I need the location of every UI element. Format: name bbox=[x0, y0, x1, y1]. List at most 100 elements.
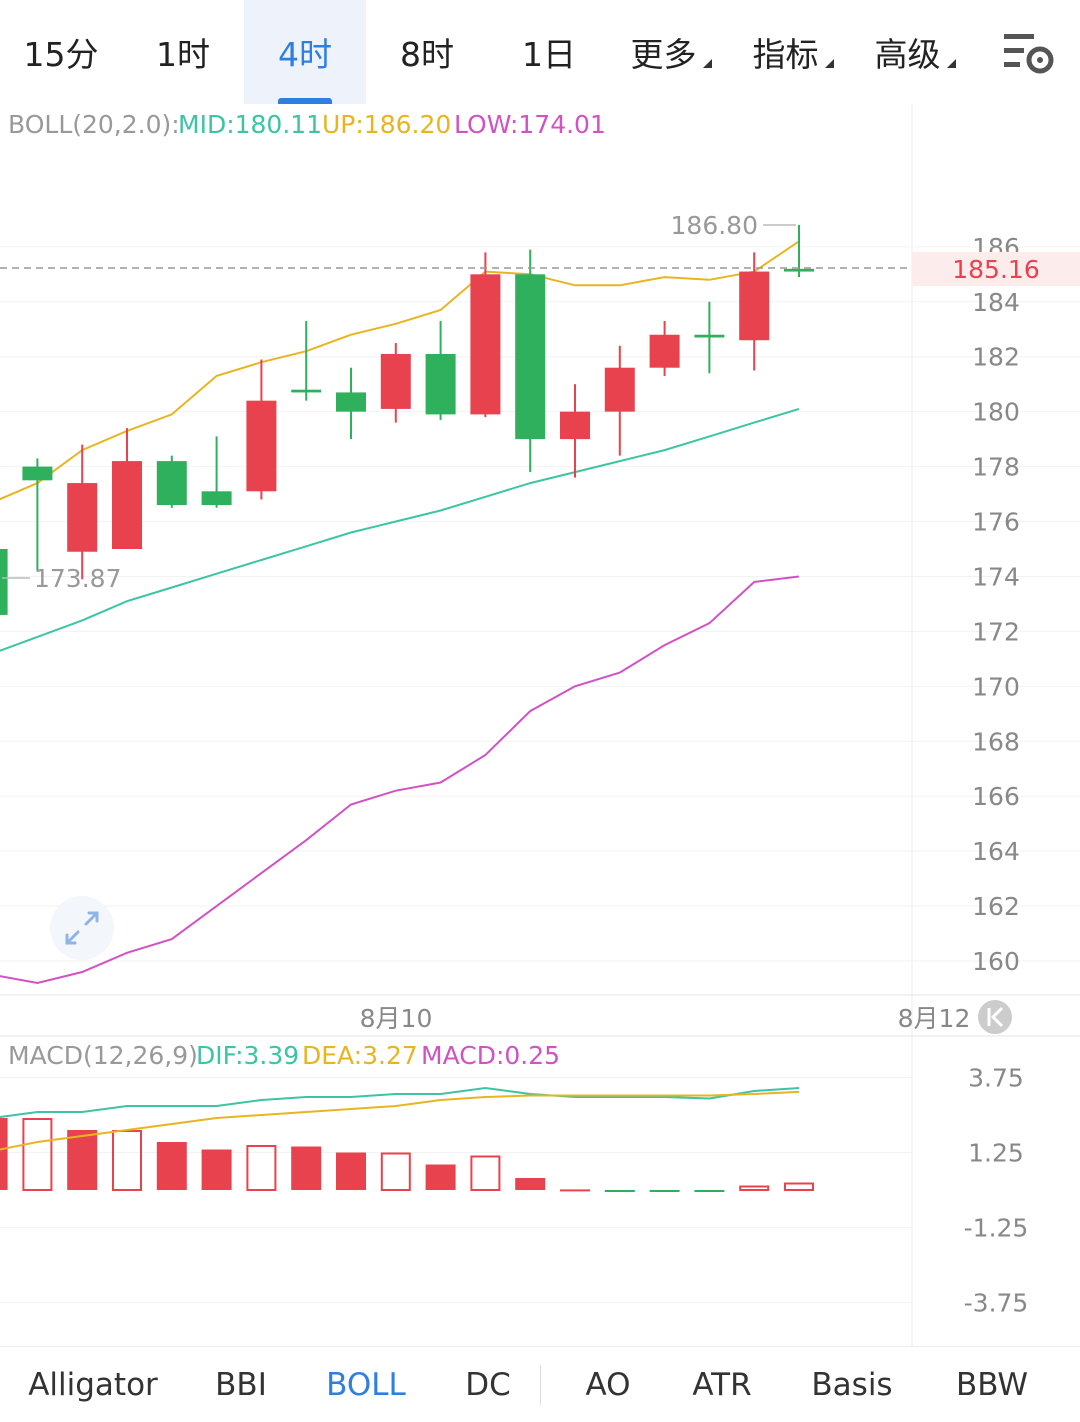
grid-lines bbox=[0, 104, 1080, 1346]
price-tick: 182 bbox=[972, 343, 1020, 372]
candle bbox=[246, 359, 277, 500]
indicator-tab-alligator[interactable]: Alligator bbox=[28, 1366, 158, 1403]
candle bbox=[0, 549, 8, 615]
candle-body bbox=[156, 461, 187, 506]
timeframe-tab-0[interactable]: 15分 bbox=[0, 0, 122, 104]
price-axis: 1601621641661681701721741761781801821841… bbox=[972, 233, 1020, 976]
macd-legend-name: MACD(12,26,9) bbox=[8, 1041, 198, 1070]
macd-bar bbox=[425, 1164, 456, 1190]
boll-legend-low: LOW:174.01 bbox=[454, 110, 606, 139]
macd-bar bbox=[784, 1182, 814, 1191]
timeframe-tab-label: 指标 bbox=[752, 35, 819, 74]
indicator-tab-ao[interactable]: AO bbox=[585, 1366, 631, 1403]
candle-body bbox=[22, 466, 53, 481]
price-tick: 176 bbox=[972, 508, 1020, 537]
price-tick: 184 bbox=[972, 288, 1020, 317]
price-tick: 178 bbox=[972, 453, 1020, 482]
timeframe-tab-5[interactable]: 更多 bbox=[610, 0, 732, 104]
indicator-tab-atr[interactable]: ATR bbox=[692, 1366, 752, 1403]
candle-body bbox=[67, 483, 98, 552]
chart-area[interactable]: 160 162 164 166 168 170 172 174 176 178 180 182 184 1… bbox=[0, 0, 1080, 1346]
boll-mid-line bbox=[0, 407, 800, 652]
candle bbox=[470, 252, 501, 418]
price-tick: 170 bbox=[972, 672, 1020, 701]
price-tick: 162 bbox=[972, 892, 1020, 921]
chart-settings-icon[interactable] bbox=[1002, 30, 1056, 78]
indicator-tab-basis[interactable]: Basis bbox=[811, 1366, 893, 1403]
macd-bar bbox=[112, 1130, 142, 1191]
timeframe-tab-2[interactable]: 4时 bbox=[244, 0, 366, 104]
candle bbox=[380, 342, 411, 423]
candle bbox=[560, 384, 590, 478]
timeframe-tab-label: 8时 bbox=[400, 35, 454, 74]
macd-tick: -1.25 bbox=[964, 1214, 1029, 1243]
current-price-badge bbox=[912, 252, 1080, 286]
candle-body bbox=[201, 491, 232, 506]
macd-bar bbox=[380, 1152, 411, 1191]
candle-body bbox=[291, 389, 322, 393]
candle-body bbox=[0, 549, 8, 615]
macd-bar bbox=[694, 1190, 725, 1192]
timeframe-tab-label: 15分 bbox=[23, 35, 99, 74]
macd-bar bbox=[739, 1185, 770, 1191]
timeframe-tab-1[interactable]: 1时 bbox=[122, 0, 244, 104]
boll-legend-mid: MID:180.11 bbox=[178, 110, 322, 139]
timeframe-tab-4[interactable]: 1日 bbox=[488, 0, 610, 104]
active-tab-indicator bbox=[278, 98, 332, 104]
price-tick: 172 bbox=[972, 617, 1020, 646]
candles bbox=[0, 224, 814, 615]
dropdown-caret-icon bbox=[824, 58, 834, 68]
indicator-tab-divider bbox=[540, 1365, 541, 1405]
candle-body bbox=[604, 367, 635, 412]
candle bbox=[515, 249, 546, 473]
candle bbox=[336, 367, 366, 440]
timeframe-tab-label: 高级 bbox=[874, 35, 941, 74]
price-tick: 166 bbox=[972, 782, 1020, 811]
candle-body bbox=[246, 400, 277, 492]
timeframe-tab-label: 更多 bbox=[630, 35, 697, 74]
macd-panel: 3.75 1.25 -1.25 -3.75 bbox=[0, 1064, 1028, 1318]
macd-bar bbox=[201, 1149, 232, 1190]
macd-dif-line bbox=[0, 1086, 800, 1119]
dropdown-caret-icon bbox=[702, 58, 712, 68]
indicator-tab-boll[interactable]: BOLL bbox=[326, 1366, 406, 1403]
expand-icon[interactable] bbox=[50, 896, 114, 960]
price-tick: 160 bbox=[972, 947, 1020, 976]
timeframe-tab-label: 1时 bbox=[156, 35, 210, 74]
x-label-aug12: 8月12 bbox=[898, 1004, 971, 1033]
timeframe-tab-3[interactable]: 8时 bbox=[366, 0, 488, 104]
indicator-tab-bbw[interactable]: BBW bbox=[955, 1366, 1029, 1403]
candle-body bbox=[425, 353, 456, 415]
candle-body bbox=[336, 392, 366, 412]
candle bbox=[67, 444, 98, 580]
macd-tick: 3.75 bbox=[968, 1064, 1024, 1093]
indicator-tab-bbi[interactable]: BBI bbox=[215, 1366, 267, 1403]
macd-legend-dea: DEA:3.27 bbox=[302, 1041, 418, 1070]
timeframe-tab-7[interactable]: 高级 bbox=[854, 0, 976, 104]
candle bbox=[156, 455, 187, 508]
timeframe-tab-6[interactable]: 指标 bbox=[732, 0, 854, 104]
price-tick: 168 bbox=[972, 727, 1020, 756]
candle bbox=[22, 458, 53, 571]
candle bbox=[739, 252, 770, 371]
boll-legend-name: BOLL(20,2.0): bbox=[8, 110, 180, 139]
macd-legend-macd: MACD:0.25 bbox=[421, 1041, 560, 1070]
candle bbox=[291, 321, 322, 401]
macd-bar bbox=[336, 1152, 366, 1190]
scroll-to-latest-icon[interactable] bbox=[978, 1000, 1012, 1034]
price-tick: 174 bbox=[972, 562, 1020, 591]
candle bbox=[201, 436, 232, 508]
high-marker-label: 186.80 bbox=[671, 211, 758, 240]
current-price-label: 185.16 bbox=[952, 255, 1039, 284]
candle-body bbox=[560, 411, 590, 440]
indicator-tab-dc[interactable]: DC bbox=[465, 1366, 511, 1403]
dropdown-caret-icon bbox=[946, 58, 956, 68]
boll-legend-up: UP:186.20 bbox=[322, 110, 451, 139]
macd-tick: -3.75 bbox=[964, 1289, 1029, 1318]
macd-bar bbox=[67, 1130, 98, 1190]
candle-body bbox=[515, 274, 546, 440]
macd-bar bbox=[515, 1178, 546, 1190]
macd-bar bbox=[22, 1118, 53, 1191]
candle bbox=[784, 224, 814, 278]
macd-bar bbox=[604, 1190, 635, 1192]
